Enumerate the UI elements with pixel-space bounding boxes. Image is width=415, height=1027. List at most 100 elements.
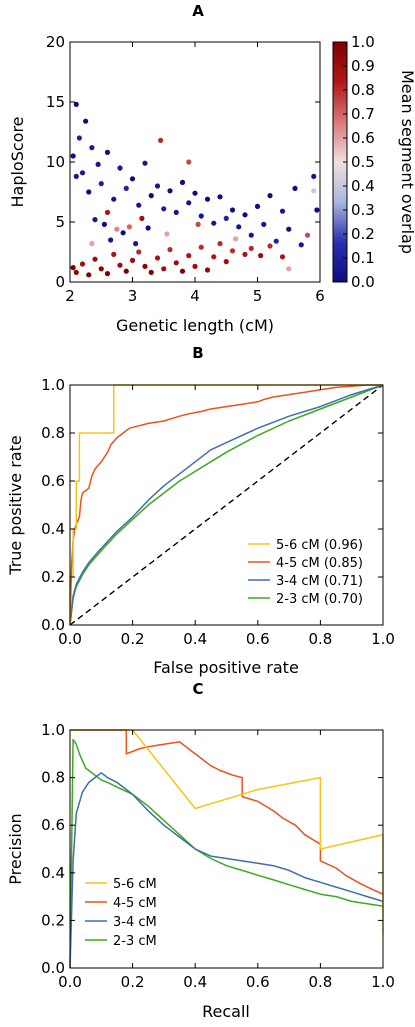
panel-a-axes-frame: [69, 41, 321, 283]
colorbar-tick-label: 0.2: [351, 225, 375, 243]
scatter-points: [70, 101, 320, 278]
scatter-point: [173, 209, 179, 215]
scatter-point: [167, 188, 173, 194]
scatter-point: [192, 190, 198, 196]
scatter-point: [167, 247, 173, 253]
scatter-point: [129, 257, 136, 263]
scatter-point: [79, 170, 86, 176]
scatter-point: [286, 266, 292, 272]
pr-lines: [69, 729, 384, 969]
a-ytick-label: 10: [46, 153, 65, 171]
panel-b-ticks: 0.0 0.2 0.4 0.6 0.8 1.0 0.0 0.2 0.4 0.6 0.8 1.0: [41, 376, 395, 648]
scatter-point: [198, 244, 204, 250]
scatter-point: [101, 221, 107, 227]
series-line: [70, 729, 384, 935]
scatter-point: [136, 249, 142, 255]
scatter-point: [242, 212, 248, 218]
scatter-point: [86, 189, 92, 195]
scatter-point: [70, 153, 76, 159]
colorbar-tick-label: 0.8: [351, 81, 375, 99]
panel-c-ylabel: Precision: [6, 813, 25, 884]
scatter-point: [73, 173, 79, 179]
scatter-point: [154, 183, 161, 189]
legend-entry: 3-4 cM (0.71): [276, 574, 363, 589]
scatter-point: [258, 253, 264, 259]
a-xtick-label: 6: [315, 287, 325, 305]
scatter-point: [248, 245, 254, 251]
b-xtick-label: 0.6: [246, 630, 270, 648]
colorbar-tick-label: 0.3: [351, 201, 375, 219]
c-ytick-label: 1.0: [41, 721, 65, 739]
scatter-point: [204, 196, 211, 202]
scatter-point: [123, 268, 129, 274]
scatter-point: [86, 272, 92, 278]
colorbar-tick-label: 0.5: [351, 153, 375, 171]
scatter-point: [229, 248, 236, 254]
scatter-point: [139, 215, 145, 221]
colorbar-tick-label: 1.0: [351, 33, 375, 51]
scatter-point: [133, 241, 139, 247]
roc-lines: [69, 384, 384, 626]
scatter-point: [145, 225, 151, 231]
series-line: [69, 384, 383, 626]
scatter-point: [298, 242, 304, 248]
scatter-point: [142, 160, 148, 166]
b-ytick-label: 0.2: [41, 568, 65, 586]
panel-b-axes-frame: [69, 384, 384, 626]
series-line: [69, 384, 384, 626]
scatter-point: [254, 203, 261, 209]
panel-b-label: B: [192, 344, 203, 362]
colorbar-tick-label: 0.4: [351, 177, 375, 195]
panel-a-ylabel: HaploScore: [8, 116, 27, 207]
scatter-point: [89, 145, 95, 151]
colorbar-tick-label: 0.1: [351, 249, 375, 267]
scatter-point: [161, 206, 167, 212]
scatter-point: [79, 261, 86, 267]
scatter-point: [179, 179, 186, 185]
a-xtick-label: 5: [253, 287, 263, 305]
scatter-point: [217, 194, 223, 200]
c-ytick-label: 0.2: [41, 911, 65, 929]
scatter-point: [223, 215, 229, 221]
scatter-point: [104, 209, 111, 215]
scatter-point: [267, 193, 273, 199]
scatter-point: [311, 173, 317, 179]
panel-b-ylabel: True positive rate: [6, 435, 25, 575]
colorbar-tick-label: 0.0: [351, 273, 375, 291]
c-ytick-label: 0.8: [41, 769, 65, 787]
c-ytick-label: 0.4: [41, 864, 65, 882]
panel-a-label: A: [192, 2, 204, 20]
c-xtick-label: 0.8: [308, 973, 332, 991]
b-xtick-label: 0.8: [308, 630, 332, 648]
scatter-point: [261, 221, 267, 227]
b-ytick-label: 0.6: [41, 472, 65, 490]
panel-c-ticks: 0.0 0.2 0.4 0.6 0.8 1.0 0.0 0.2 0.4 0.6 0.8 1.0: [41, 721, 395, 991]
scatter-point: [186, 200, 192, 206]
a-xtick-label: 2: [65, 287, 75, 305]
scatter-point: [211, 220, 217, 226]
panel-c-label: C: [192, 680, 203, 698]
scatter-point: [286, 226, 292, 232]
series-line: [69, 772, 384, 969]
panel-c: C 0.0 0.2 0.4 0.6 0.8 1.0 0.0 0.2 0.4 0.6 0.8 1.0 R…: [6, 680, 395, 1021]
b-xtick-label: 0.0: [58, 630, 82, 648]
scatter-point: [92, 256, 98, 262]
b-ytick-label: 1.0: [41, 376, 65, 394]
scatter-point: [311, 188, 317, 194]
scatter-point: [70, 265, 76, 271]
series-line: [70, 729, 384, 895]
panel-b-xlabel: False positive rate: [153, 658, 299, 677]
c-xtick-label: 0.2: [121, 973, 145, 991]
scatter-point: [233, 236, 239, 242]
scatter-point: [154, 255, 161, 261]
a-xtick-label: 3: [128, 287, 138, 305]
scatter-point: [158, 137, 164, 143]
legend-entry: 2-3 cM: [113, 934, 157, 949]
panel-c-xlabel: Recall: [202, 1002, 250, 1021]
scatter-point: [279, 254, 286, 260]
series-line: [69, 384, 384, 626]
legend-entry: 5-6 cM (0.96): [276, 538, 363, 553]
a-ytick-label: 20: [46, 33, 65, 51]
colorbar-tick-label: 0.6: [351, 129, 375, 147]
scatter-point: [73, 101, 79, 107]
